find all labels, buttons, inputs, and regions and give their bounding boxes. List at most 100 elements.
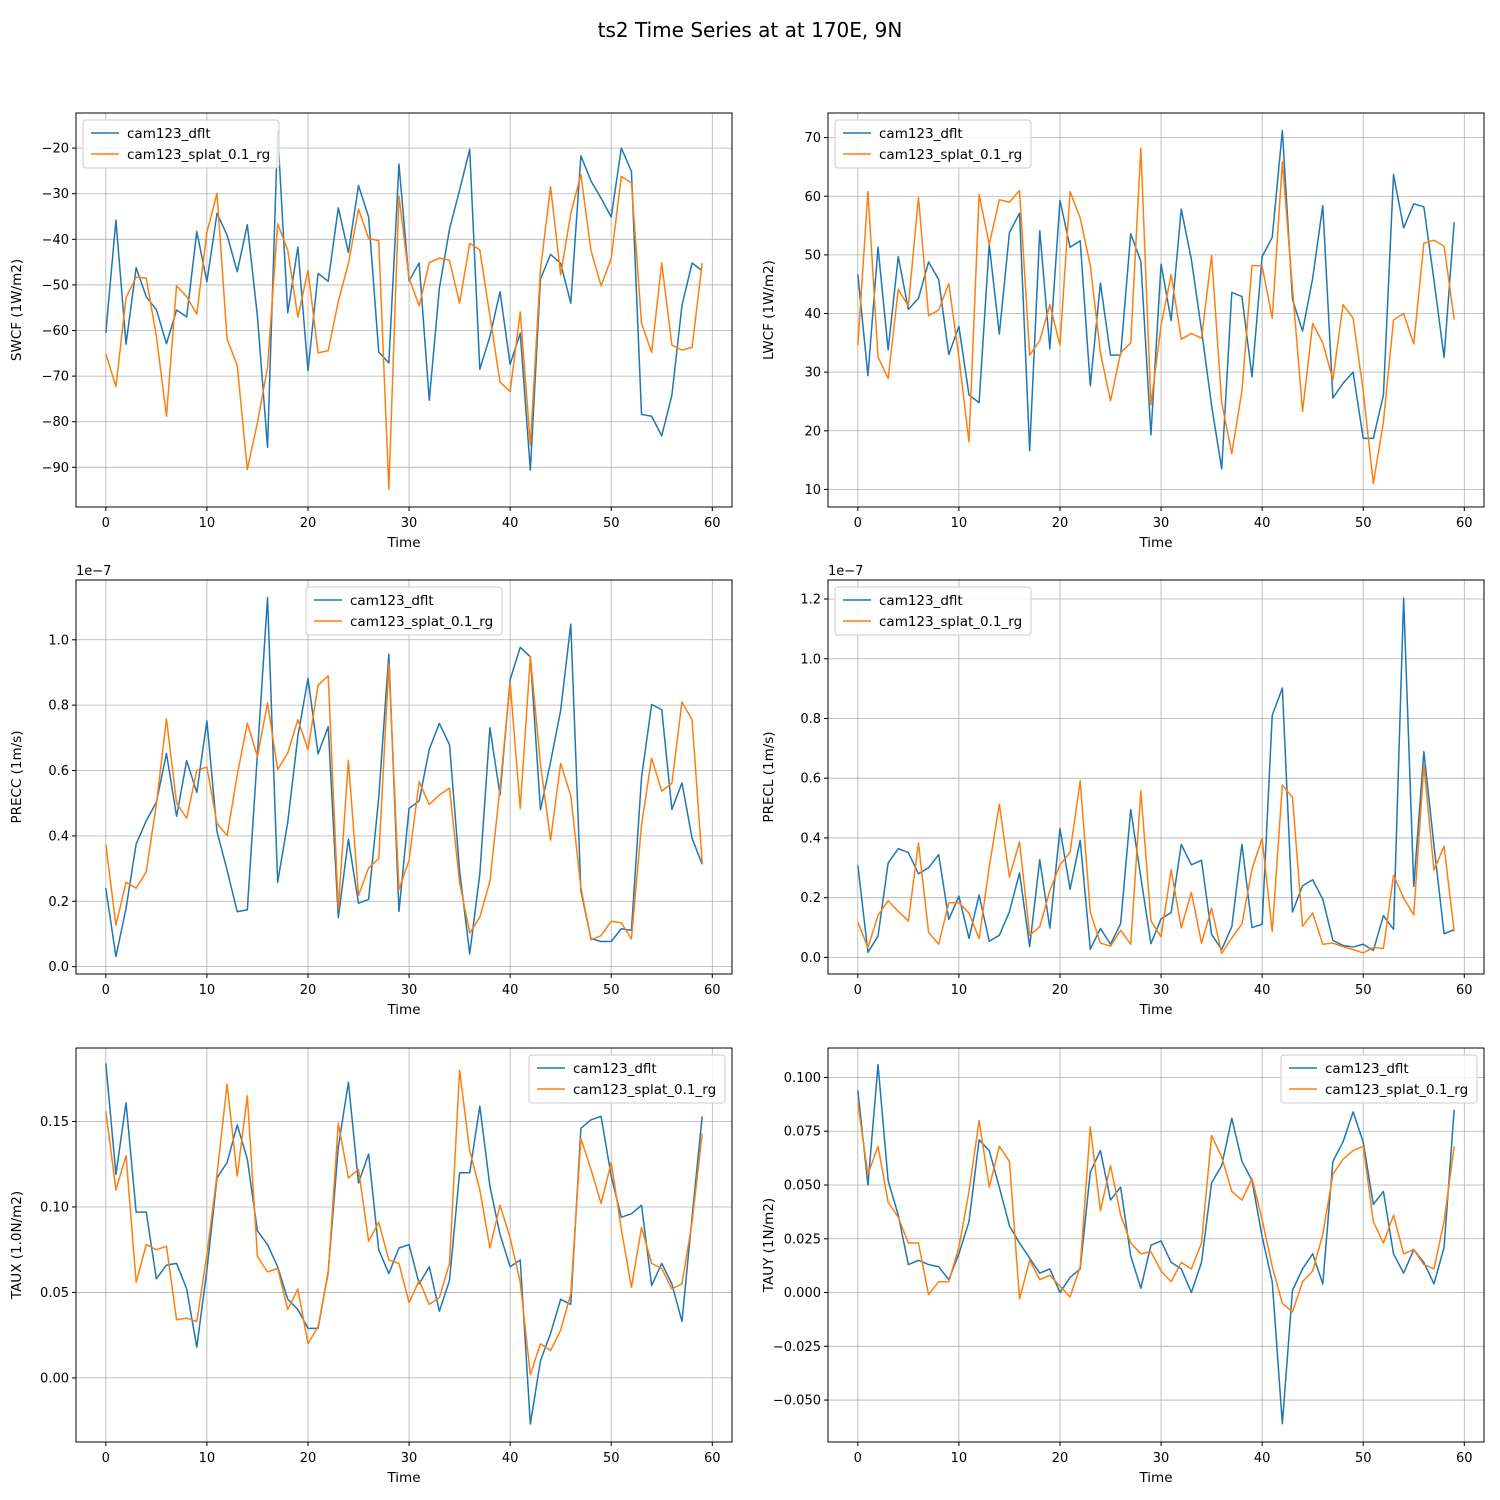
legend-box (834, 586, 1032, 636)
x-tick-label: 30 (1153, 983, 1170, 998)
y-tick-label: −50 (42, 278, 69, 293)
axes-frame (75, 112, 733, 508)
legend-label-0: cam123_dflt (879, 593, 963, 609)
x-tick-label: 30 (401, 1451, 418, 1466)
x-tick-label: 20 (300, 983, 317, 998)
axis-offset-text: 1e−7 (828, 564, 863, 579)
x-tick-label: 0 (854, 1451, 862, 1466)
y-tick-label: 0.0 (48, 960, 69, 975)
subplot-grid: 0 10 20 30 40 50 60 −90 −80 −70 −60 −50 −40 −30 −20 Tim… (9, 112, 1485, 1486)
legend-box (305, 586, 503, 636)
y-tick-label: 1.2 (800, 593, 821, 608)
legend-label-1: cam123_splat_0.1_rg (1325, 1082, 1468, 1098)
series-line-0 (105, 596, 703, 958)
y-tick-label: 10 (804, 483, 821, 498)
y-axis-label: SWCF (1W/m2) (9, 259, 25, 361)
y-tick-label: 70 (804, 131, 821, 146)
legend: cam123_dflt cam123_splat_0.1_rg (1280, 1054, 1478, 1104)
subplot-0: 0 10 20 30 40 50 60 −90 −80 −70 −60 −50 −40 −30 −20 Tim… (9, 112, 733, 551)
y-tick-label: 0.00 (40, 1371, 69, 1386)
y-tick-label: 0.000 (784, 1286, 821, 1301)
y-tick-label: −40 (42, 233, 69, 248)
y-tick-label: −60 (42, 324, 69, 339)
series-line-0 (857, 129, 1455, 470)
y-tick-label: 0.05 (40, 1286, 69, 1301)
series-line-1 (857, 764, 1455, 955)
x-axis-label: Time (386, 1002, 420, 1018)
x-axis-label: Time (386, 535, 420, 551)
x-tick-label: 40 (1254, 516, 1271, 531)
x-tick-label: 30 (401, 516, 418, 531)
x-tick-label: 50 (603, 1451, 620, 1466)
legend-label-1: cam123_splat_0.1_rg (350, 614, 493, 630)
y-tick-label: 0.4 (800, 831, 821, 846)
y-tick-label: 60 (804, 190, 821, 205)
x-tick-label: 10 (951, 983, 968, 998)
legend-label-1: cam123_splat_0.1_rg (879, 147, 1022, 163)
y-tick-label: 0.4 (48, 829, 69, 844)
y-tick-label: 50 (804, 248, 821, 263)
y-tick-label: 40 (804, 307, 821, 322)
x-tick-label: 50 (1355, 1451, 1372, 1466)
x-axis-label: Time (1138, 1002, 1172, 1018)
legend-label-0: cam123_dflt (879, 126, 963, 142)
y-tick-label: 0.075 (784, 1125, 821, 1140)
x-tick-label: 50 (603, 516, 620, 531)
subplot-5: 0 10 20 30 40 50 60 −0.050 −0.025 0.000 0.025 0.050… (761, 1047, 1485, 1486)
series-line-1 (105, 655, 703, 941)
y-tick-label: 0.2 (48, 895, 69, 910)
x-tick-label: 50 (1355, 983, 1372, 998)
x-tick-label: 10 (951, 1451, 968, 1466)
series-line-0 (857, 597, 1455, 954)
x-tick-label: 20 (1052, 983, 1069, 998)
y-tick-label: −80 (42, 415, 69, 430)
subplot-1: 0 10 20 30 40 50 60 10 20 30 40 50 60 70 Time LWCF (1W/… (761, 112, 1485, 551)
y-tick-label: 0.6 (48, 764, 69, 779)
y-tick-label: 1.0 (48, 633, 69, 648)
x-tick-label: 40 (1254, 983, 1271, 998)
axes-frame (75, 1047, 733, 1443)
x-tick-label: 60 (1456, 983, 1473, 998)
axes-frame (827, 579, 1485, 975)
figure-title: ts2 Time Series at at 170E, 9N (598, 18, 903, 42)
legend-box (528, 1054, 726, 1104)
x-tick-label: 40 (502, 1451, 519, 1466)
x-tick-label: 50 (603, 983, 620, 998)
legend-box (1280, 1054, 1478, 1104)
x-tick-label: 0 (102, 1451, 110, 1466)
x-tick-label: 20 (300, 1451, 317, 1466)
legend: cam123_dflt cam123_splat_0.1_rg (834, 586, 1032, 636)
y-axis-label: LWCF (1W/m2) (761, 260, 777, 360)
legend: cam123_dflt cam123_splat_0.1_rg (305, 586, 503, 636)
legend-label-0: cam123_dflt (127, 126, 211, 142)
y-tick-label: 0.6 (800, 772, 821, 787)
y-axis-label: PRECL (1m/s) (761, 731, 777, 822)
y-tick-label: 0.8 (48, 699, 69, 714)
legend-label-0: cam123_dflt (350, 593, 434, 609)
series-line-0 (105, 1063, 703, 1425)
x-tick-label: 30 (1153, 1451, 1170, 1466)
y-axis-label: TAUX (1.0N/m2) (9, 1191, 25, 1300)
x-tick-label: 60 (704, 1451, 721, 1466)
x-tick-label: 60 (704, 983, 721, 998)
x-tick-label: 40 (502, 983, 519, 998)
x-tick-label: 20 (1052, 516, 1069, 531)
x-axis-label: Time (1138, 1470, 1172, 1486)
series-line-1 (105, 1069, 703, 1376)
x-tick-label: 20 (1052, 1451, 1069, 1466)
x-tick-label: 0 (854, 983, 862, 998)
x-tick-label: 10 (199, 516, 216, 531)
y-tick-label: −30 (42, 187, 69, 202)
x-tick-label: 0 (102, 983, 110, 998)
y-tick-label: −0.025 (773, 1340, 821, 1355)
series-line-1 (857, 1103, 1455, 1313)
y-axis-label: TAUY (1N/m2) (761, 1198, 777, 1293)
y-tick-label: 0.0 (800, 951, 821, 966)
y-tick-label: 0.100 (784, 1071, 821, 1086)
series-line-1 (105, 173, 703, 490)
y-tick-label: −0.050 (773, 1394, 821, 1409)
y-tick-label: 30 (804, 366, 821, 381)
axes-frame (827, 112, 1485, 508)
series-line-0 (105, 130, 703, 471)
